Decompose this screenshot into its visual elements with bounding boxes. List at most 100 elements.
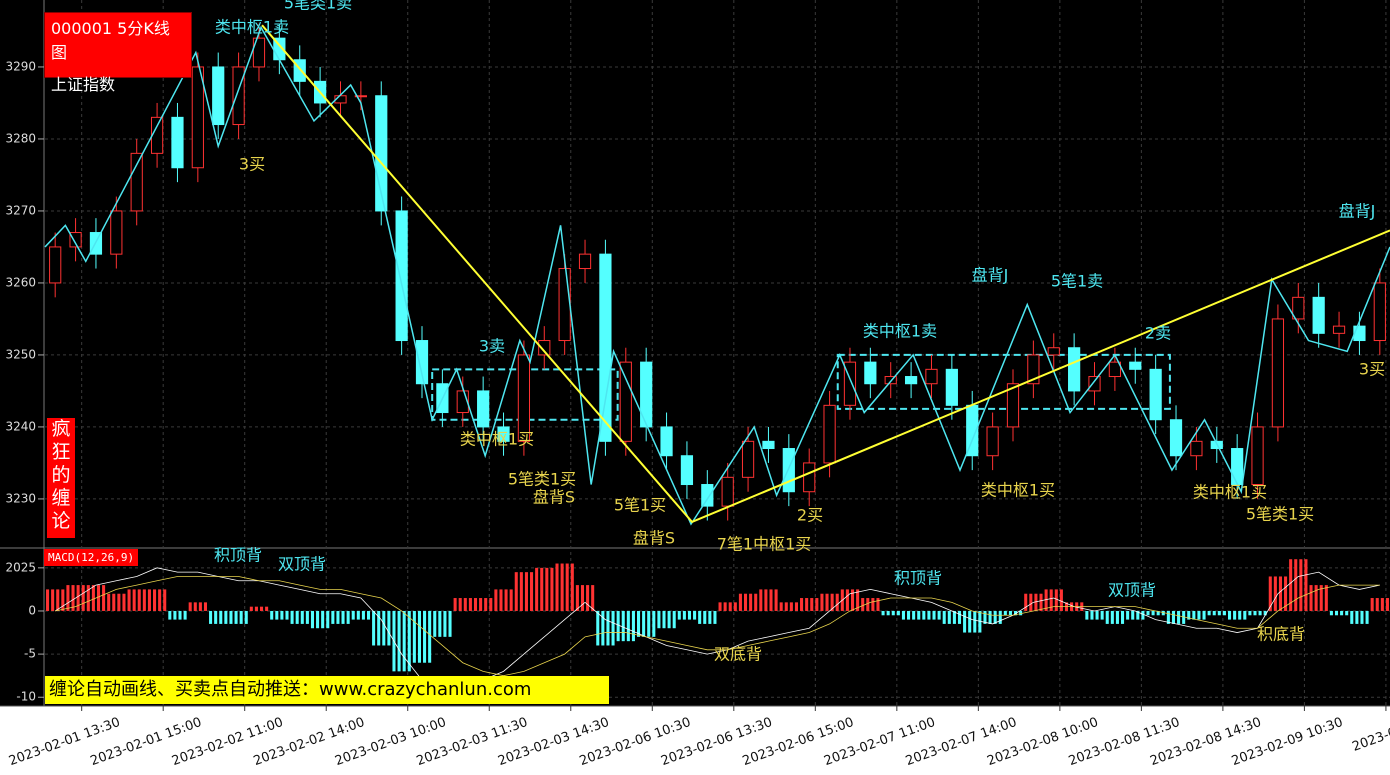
annotation: 类中枢1买 — [460, 430, 534, 449]
macd-label: MACD(12,26,9) — [44, 549, 139, 566]
candle-body — [1292, 296, 1305, 320]
candle-body — [191, 66, 204, 169]
candle-body — [1190, 440, 1203, 457]
candle-body — [1129, 361, 1142, 370]
candle-body — [701, 484, 714, 507]
annotation: 3买 — [1359, 360, 1385, 379]
candle-body — [1373, 282, 1386, 342]
candle-body — [130, 152, 143, 212]
candle-body — [1312, 296, 1325, 334]
candle-body — [823, 404, 836, 464]
candle-body — [1271, 318, 1285, 428]
candle-body — [904, 376, 918, 385]
candle-body — [782, 448, 795, 493]
candle-body — [803, 462, 816, 493]
annotation: 类中枢1卖 — [863, 322, 937, 341]
candle-body — [1027, 354, 1040, 385]
candle-body — [1251, 426, 1264, 486]
y-tick-label: 3240 — [5, 419, 36, 433]
candle-body — [375, 95, 388, 212]
candle-body — [843, 361, 857, 406]
y-tick-label: 3260 — [5, 275, 36, 289]
y-tick-label: -10 — [16, 690, 36, 704]
annotation: 盘背S — [533, 488, 575, 507]
candle-body — [1068, 347, 1081, 392]
candle-body — [578, 253, 592, 270]
annotation: 5笔类1买 — [508, 470, 576, 489]
candle-body — [354, 95, 367, 98]
annotation: 双顶背 — [1108, 581, 1156, 600]
annotation: 类中枢1买 — [1193, 483, 1267, 502]
candle-body — [986, 426, 999, 457]
annotation: 积顶背 — [894, 569, 942, 588]
candle-body — [741, 440, 755, 478]
candle-body — [1353, 325, 1366, 342]
candle-body — [171, 116, 184, 169]
annotation: 积顶背 — [214, 546, 262, 565]
candle-body — [538, 340, 551, 356]
candle-body — [1088, 376, 1101, 392]
annotation: 5笔类1卖 — [284, 0, 352, 13]
segment-line — [261, 24, 1390, 524]
y-tick-label: 3280 — [5, 131, 36, 145]
y-tick-label: 3250 — [5, 347, 36, 361]
candle-body — [660, 426, 673, 457]
side-label: 疯狂的缠论 — [47, 418, 75, 538]
y-tick-label: 2025 — [5, 560, 36, 574]
candle-body — [945, 368, 958, 406]
y-tick-label: 3290 — [5, 59, 36, 73]
annotation: 盘背S — [633, 529, 675, 548]
candle-body — [721, 476, 734, 507]
dea-line — [55, 576, 1380, 677]
annotation: 双顶背 — [278, 555, 326, 574]
dif-line — [54, 567, 1380, 698]
annotation: 盘背J — [972, 266, 1009, 285]
candle-body — [762, 440, 775, 450]
candle-body — [110, 210, 123, 255]
x-tick-label: 2023-02-09 — [1350, 715, 1390, 755]
candle-body — [884, 376, 897, 385]
candle-body — [619, 361, 632, 442]
annotation: 2卖 — [1145, 324, 1171, 343]
candle-body — [640, 361, 653, 428]
candle-body — [517, 354, 531, 442]
candle-body — [1149, 368, 1162, 421]
annotation: 5笔1买 — [614, 496, 666, 515]
candle-body — [1108, 361, 1121, 378]
y-tick-label: 0 — [28, 603, 36, 617]
annotation: 5笔类1买 — [1246, 505, 1314, 524]
y-tick-label: 3270 — [5, 203, 36, 217]
candle-body — [497, 426, 510, 442]
candle-body — [477, 390, 490, 428]
candle-body — [395, 210, 408, 342]
annotation: 5笔1卖 — [1051, 272, 1103, 291]
candle-body — [864, 361, 877, 385]
annotation: 7笔1中枢1买 — [717, 535, 812, 554]
candle-body — [1047, 347, 1060, 356]
candle-body — [1169, 419, 1183, 457]
banner: 缠论自动画线、买卖点自动推送：www.crazychanlun.com — [45, 676, 609, 704]
annotation: 类中枢1买 — [981, 481, 1055, 500]
annotation: 积底背 — [1257, 625, 1305, 644]
candle-body — [1231, 448, 1244, 486]
annotation: 3买 — [239, 155, 265, 174]
candle-body — [558, 268, 571, 342]
background — [0, 0, 1390, 706]
candle-body — [925, 368, 938, 385]
code-title: 000001 5分K线图 — [51, 19, 170, 62]
candle-body — [1332, 325, 1346, 334]
annotation: 盘背J — [1339, 202, 1376, 221]
title-box: 000001 5分K线图 上证指数 — [44, 12, 192, 94]
pivot-zone — [836, 353, 1171, 410]
candle-body — [252, 37, 266, 68]
candle-body — [212, 66, 225, 126]
candle-body — [415, 340, 429, 385]
annotation: 2买 — [797, 506, 823, 525]
candle-body — [456, 390, 469, 414]
index-name: 上证指数 — [51, 75, 116, 94]
candle-body — [293, 59, 306, 82]
stroke-line — [44, 25, 1390, 526]
candle-body — [232, 66, 245, 126]
